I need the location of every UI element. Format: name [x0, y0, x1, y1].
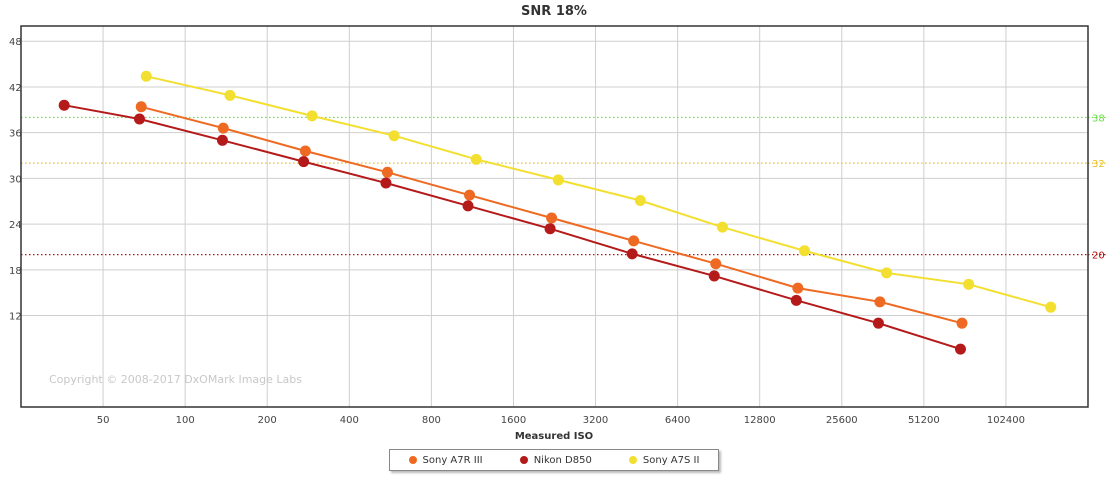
data-point[interactable] [217, 122, 229, 134]
legend-marker-icon [408, 456, 417, 464]
data-point[interactable] [464, 189, 476, 201]
x-tick-label: 3200 [583, 415, 608, 426]
legend-item[interactable]: Nikon D850 [519, 454, 592, 466]
data-point[interactable] [1045, 301, 1057, 313]
data-point[interactable] [716, 221, 728, 233]
data-point[interactable] [544, 223, 556, 235]
data-point[interactable] [135, 101, 147, 113]
y-tick-label: 24 [9, 220, 22, 231]
x-tick-label: 25600 [826, 415, 858, 426]
data-point[interactable] [956, 317, 968, 329]
data-point[interactable] [634, 194, 646, 206]
reference-lines [21, 116, 1106, 256]
data-point[interactable] [626, 248, 638, 260]
data-point[interactable] [216, 134, 228, 146]
x-tick-label: 800 [422, 415, 441, 426]
legend-item[interactable]: Sony A7R III [408, 454, 483, 466]
data-point[interactable] [381, 166, 393, 178]
y-tick-label: 30 [9, 174, 22, 185]
legend-label: Nikon D850 [533, 454, 592, 466]
legend-label: Sony A7S II [642, 454, 700, 466]
legend-label: Sony A7R III [422, 454, 483, 466]
data-point[interactable] [470, 153, 482, 165]
data-point[interactable] [792, 282, 804, 294]
snr-chart: SNR 18% Copyright © 2008-2017 DxOMark Im… [9, 4, 1106, 442]
x-tick-label: 1600 [501, 415, 526, 426]
x-tick-label: 200 [258, 415, 277, 426]
data-point[interactable] [552, 174, 564, 186]
reference-line-label: 38 [1092, 113, 1105, 124]
axis-ticks: 50 100 200 400 800 1600 3200 6400 12800 25600 5120… [9, 37, 1105, 426]
reference-line-label: 32 [1092, 159, 1105, 170]
data-point[interactable] [224, 89, 236, 101]
data-point[interactable] [380, 177, 392, 189]
data-point[interactable] [546, 212, 558, 224]
x-tick-label: 400 [340, 415, 359, 426]
data-point[interactable] [299, 145, 311, 157]
x-axis-label: Measured ISO [515, 431, 593, 442]
x-tick-label: 12800 [744, 415, 776, 426]
reference-line-label: 20 [1092, 251, 1105, 262]
data-point[interactable] [306, 110, 318, 122]
x-tick-label: 50 [97, 415, 110, 426]
data-point[interactable] [388, 130, 400, 142]
data-point[interactable] [462, 200, 474, 212]
data-point[interactable] [874, 296, 886, 308]
x-tick-label: 102400 [987, 415, 1025, 426]
data-point[interactable] [708, 270, 720, 282]
data-point[interactable] [298, 156, 310, 168]
y-tick-label: 42 [9, 83, 22, 94]
grid-lines [21, 26, 1088, 407]
y-tick-label: 36 [9, 129, 22, 140]
x-tick-label: 51200 [908, 415, 940, 426]
series-line-2 [146, 75, 1051, 309]
x-tick-label: 100 [176, 415, 195, 426]
plot-frame [20, 25, 1089, 408]
legend-marker-icon [628, 456, 637, 464]
y-tick-label: 12 [9, 312, 22, 323]
data-point[interactable] [963, 278, 975, 290]
data-point[interactable] [872, 317, 884, 329]
data-point[interactable] [140, 70, 152, 82]
data-point[interactable] [790, 294, 802, 306]
data-point[interactable] [133, 113, 145, 125]
y-tick-label: 48 [9, 37, 22, 48]
chart-title: SNR 18% [521, 4, 587, 19]
data-point[interactable] [954, 343, 966, 355]
watermark: Copyright © 2008-2017 DxOMark Image Labs [49, 373, 302, 386]
y-tick-label: 18 [9, 266, 22, 277]
data-point[interactable] [799, 245, 811, 257]
legend-item[interactable]: Sony A7S II [628, 454, 700, 466]
series-line-1 [64, 104, 961, 351]
data-point[interactable] [710, 258, 722, 270]
data-point[interactable] [58, 99, 70, 111]
series-lines [58, 70, 1057, 355]
data-point[interactable] [881, 267, 893, 279]
x-tick-label: 6400 [665, 415, 690, 426]
chart-legend: Sony A7R III Nikon D850 Sony A7S II [389, 449, 719, 471]
legend-marker-icon [519, 456, 528, 464]
data-point[interactable] [628, 235, 640, 247]
